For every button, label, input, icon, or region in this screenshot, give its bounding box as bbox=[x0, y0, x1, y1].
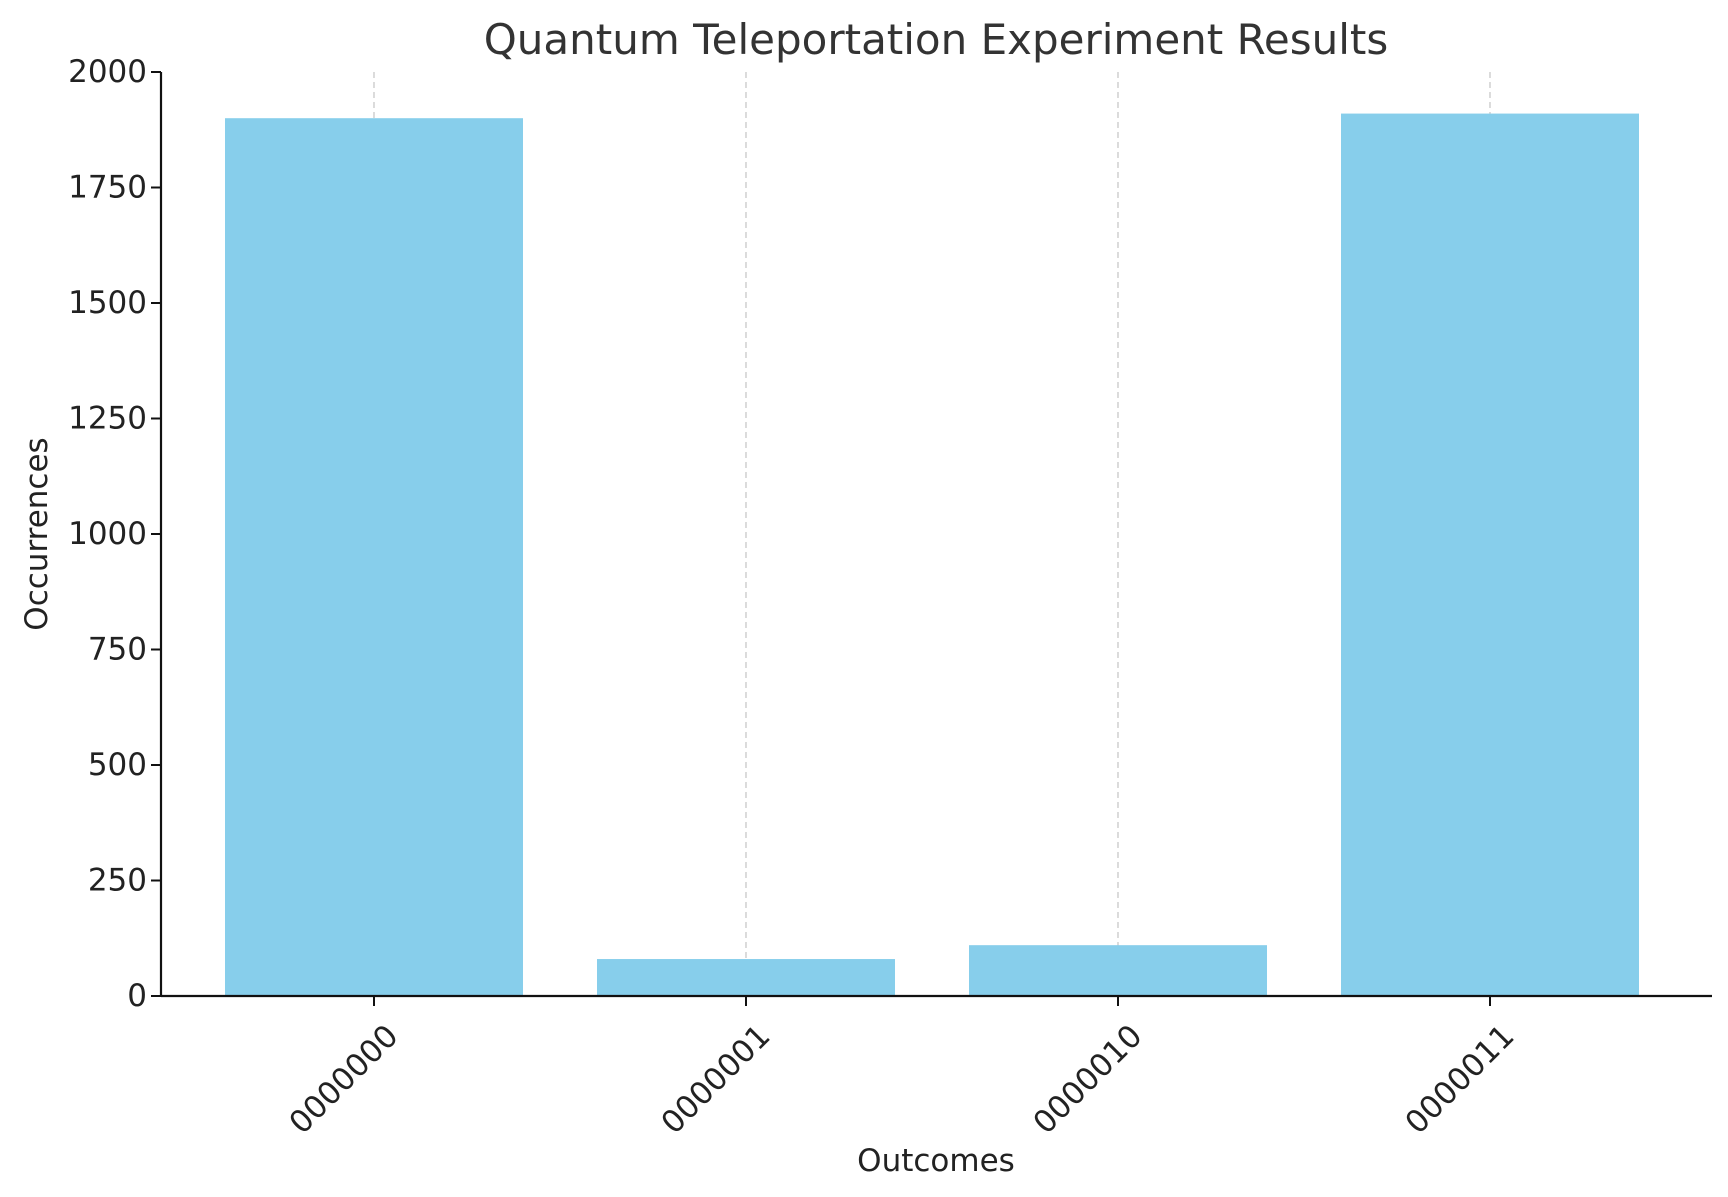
x-gridlines bbox=[373, 72, 1491, 996]
bar-0000001 bbox=[597, 959, 895, 996]
x-tick-label: 0000010 bbox=[1026, 1018, 1149, 1141]
y-tick-label: 2000 bbox=[68, 54, 147, 90]
x-tick-label: 0000000 bbox=[282, 1018, 405, 1141]
y-tick-label: 1250 bbox=[68, 401, 147, 437]
bar-0000000 bbox=[225, 118, 523, 996]
y-tick-label: 500 bbox=[88, 747, 147, 783]
x-ticks: 0000000 0000001 0000010 0000011 bbox=[282, 996, 1522, 1141]
y-tick-label: 750 bbox=[88, 632, 147, 668]
y-tick-label: 0 bbox=[127, 978, 147, 1014]
y-tick-label: 1500 bbox=[68, 285, 147, 321]
y-tick-label: 250 bbox=[88, 863, 147, 899]
chart-title: Quantum Teleportation Experiment Results bbox=[484, 15, 1389, 64]
y-axis-label: Occurrences bbox=[19, 437, 55, 630]
x-tick-label: 0000001 bbox=[654, 1018, 777, 1141]
x-tick-label: 0000011 bbox=[1398, 1018, 1521, 1141]
bar-0000010 bbox=[969, 945, 1267, 996]
y-ticks: 0 250 500 750 1000 1250 1500 1750 2000 bbox=[68, 54, 161, 1014]
bar-0000011 bbox=[1341, 113, 1639, 996]
x-axis-label: Outcomes bbox=[857, 1143, 1015, 1179]
bars bbox=[225, 113, 1639, 996]
y-tick-label: 1000 bbox=[68, 516, 147, 552]
y-tick-label: 1750 bbox=[68, 170, 147, 206]
